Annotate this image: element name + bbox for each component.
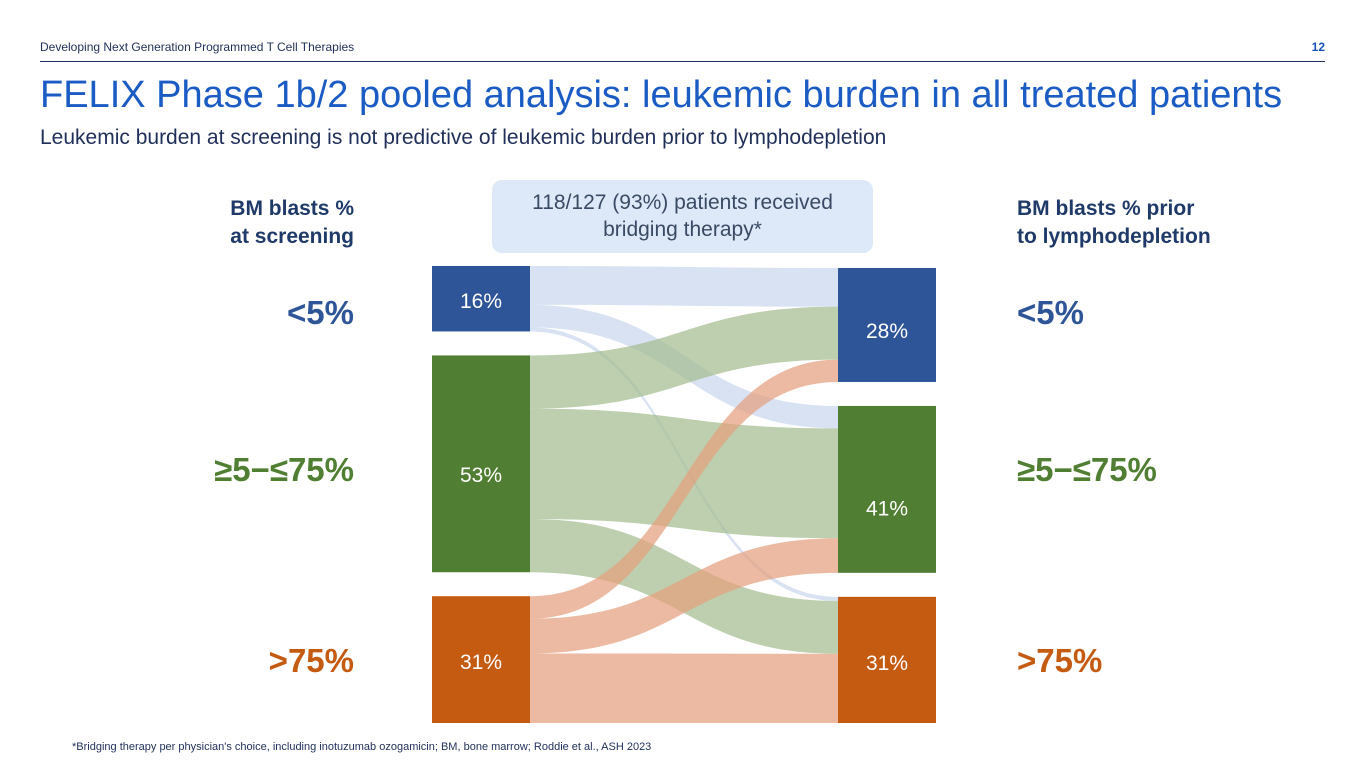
header-divider — [40, 61, 1325, 62]
slide-title: FELIX Phase 1b/2 pooled analysis: leukem… — [40, 74, 1283, 116]
page-number: 12 — [1311, 40, 1325, 54]
flow-high-to-low — [530, 359, 838, 619]
right-node-low — [838, 268, 936, 382]
left-heading-line-1: BM blasts % — [230, 197, 354, 220]
left-node-label-low: 16% — [460, 290, 502, 313]
right-column-heading: BM blasts % prior to lymphodepletion — [1017, 195, 1211, 251]
right-node-label-low: 28% — [866, 320, 908, 343]
left-node-mid — [432, 355, 530, 573]
right-category-low: <5% — [1017, 294, 1084, 331]
right-node-high — [838, 596, 936, 723]
left-node-label-high: 31% — [460, 651, 502, 674]
right-heading-line-1: BM blasts % prior — [1017, 197, 1195, 220]
left-category-mid: ≥5−≤75% — [214, 451, 354, 488]
flow-mid-to-mid — [530, 408, 838, 539]
header-title: Developing Next Generation Programmed T … — [40, 40, 355, 54]
right-category-high: >75% — [1017, 642, 1103, 679]
right-node-mid — [838, 405, 936, 573]
left-category-low: <5% — [287, 294, 354, 331]
footnote: *Bridging therapy per physician's choice… — [72, 741, 652, 753]
flow-low-to-low — [530, 266, 838, 307]
left-column-heading: BM blasts % at screening — [230, 195, 354, 251]
bridging-therapy-callout: 118/127 (93%) patients received bridging… — [492, 180, 873, 253]
left-heading-line-2: at screening — [230, 225, 354, 248]
right-heading-line-2: to lymphodepletion — [1017, 225, 1211, 248]
right-node-label-mid: 41% — [866, 497, 908, 520]
flow-high-to-mid — [530, 538, 838, 654]
flow-high-to-high — [530, 653, 838, 723]
left-category-high: >75% — [268, 642, 354, 679]
left-node-high — [432, 596, 530, 723]
left-node-label-mid: 53% — [460, 464, 502, 487]
slide-subtitle: Leukemic burden at screening is not pred… — [40, 126, 887, 149]
right-category-mid: ≥5−≤75% — [1017, 451, 1157, 488]
flow-mid-to-low — [530, 306, 838, 409]
left-node-low — [432, 266, 530, 332]
right-node-label-high: 31% — [866, 652, 908, 675]
